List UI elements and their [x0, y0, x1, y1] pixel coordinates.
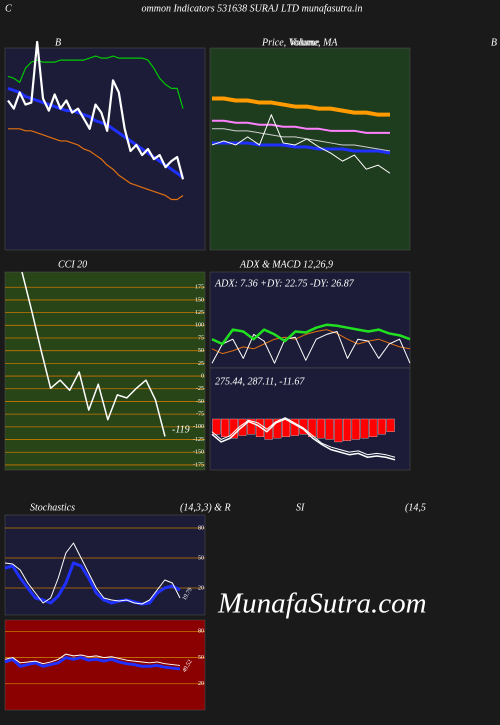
- series-line: [212, 128, 391, 152]
- panel-subtitle: (14,3,3) & R: [180, 502, 231, 513]
- series-line: [212, 96, 390, 117]
- y-tick-label: -100: [193, 424, 204, 430]
- series-line: [7, 55, 184, 109]
- histogram-bar: [351, 418, 360, 440]
- watermark: MunafaSutra.com: [217, 588, 427, 620]
- y-tick-label: 125: [195, 310, 204, 316]
- y-tick-label: 75: [198, 335, 204, 341]
- series-line: [8, 128, 184, 201]
- histogram-bar: [360, 418, 369, 439]
- panel-title: SI: [296, 502, 305, 513]
- series-line: [211, 323, 411, 346]
- y-tick-label: -75: [196, 412, 204, 418]
- overlay-label: Volume: [290, 37, 320, 48]
- series-line: [4, 561, 181, 606]
- header-left: C: [5, 3, 12, 14]
- series-line: [211, 114, 391, 174]
- series-line: [4, 542, 181, 605]
- panel-background: [4, 47, 206, 251]
- series-line: [7, 40, 185, 180]
- histogram-bar: [255, 418, 264, 438]
- last-value-label: -119: [172, 424, 190, 435]
- y-tick-label: 20: [198, 585, 204, 591]
- y-tick-label: 80: [198, 629, 204, 635]
- series-line: [212, 119, 390, 134]
- series-line: [211, 417, 396, 458]
- y-tick-label: 175: [195, 285, 204, 291]
- header-title: ommon Indicators 531638 SURAJ LTD munafa…: [142, 3, 363, 14]
- y-tick-label: -125: [193, 437, 204, 443]
- panel-title: CCI 20: [58, 259, 87, 270]
- header-right: B: [491, 37, 497, 48]
- y-tick-label: 50: [198, 555, 204, 561]
- y-tick-label: -50: [196, 399, 204, 405]
- y-tick-label: 80: [198, 525, 204, 531]
- histogram-bar: [369, 418, 378, 438]
- series-line: [211, 329, 411, 355]
- panel-title: ADX & MACD 12,26,9: [239, 259, 333, 270]
- histogram-bar: [334, 418, 343, 443]
- y-tick-label: 100: [195, 323, 204, 329]
- histogram-bar: [212, 418, 221, 435]
- annotation: 275.44, 287.11, -11.67: [215, 376, 305, 387]
- y-tick-label: 0: [201, 373, 204, 379]
- annotation: ADX: 7.36 +DY: 22.75 -DY: 26.87: [214, 278, 355, 289]
- histogram-bar: [247, 418, 256, 435]
- y-tick-label: 25: [198, 361, 204, 367]
- last-value-label: 49.52: [182, 659, 194, 674]
- y-tick-label: -175: [193, 462, 204, 468]
- y-tick-label: -150: [193, 450, 204, 456]
- last-value-label: 19.79: [182, 587, 194, 602]
- histogram-bar: [221, 418, 230, 438]
- panel-title: Stochastics: [30, 502, 75, 513]
- y-tick-label: 20: [198, 681, 204, 687]
- histogram-bar: [273, 418, 282, 439]
- y-tick-label: 150: [195, 297, 204, 303]
- series-line: [211, 331, 411, 364]
- y-tick-label: -25: [196, 386, 204, 392]
- histogram-bar: [316, 418, 325, 439]
- histogram-bar: [377, 418, 386, 435]
- series-line: [4, 653, 181, 666]
- y-tick-label: 50: [198, 348, 204, 354]
- y-tick-label: 50: [198, 655, 204, 661]
- series-line: [21, 271, 166, 437]
- panel-background: [4, 271, 206, 471]
- panel-title: Price, Volume, MA: [261, 37, 338, 48]
- panel-subtitle: (14,5: [405, 502, 426, 513]
- histogram-bar: [386, 418, 395, 432]
- histogram-bar: [343, 418, 352, 441]
- histogram-bar: [325, 418, 334, 440]
- series-line: [211, 418, 396, 461]
- series-line: [4, 656, 181, 671]
- series-line: [212, 141, 391, 155]
- panel-title: B: [55, 37, 61, 48]
